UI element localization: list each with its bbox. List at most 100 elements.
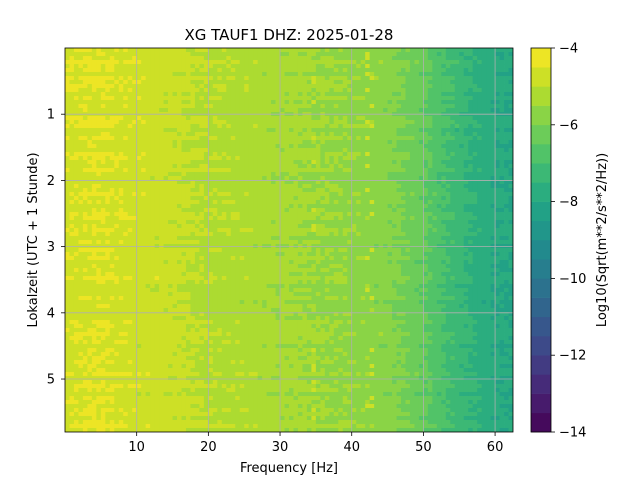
heatmap-cell — [486, 48, 491, 53]
heatmap-cell — [481, 72, 487, 77]
heatmap-cell — [338, 64, 344, 69]
heatmap-cell — [280, 148, 285, 153]
heatmap-cell — [159, 88, 164, 93]
heatmap-cell — [490, 240, 496, 245]
heatmap-cell — [181, 188, 187, 193]
heatmap-cell — [495, 188, 500, 193]
heatmap-cell — [472, 136, 478, 141]
heatmap-cell — [472, 100, 478, 105]
heatmap-cell — [338, 104, 344, 109]
heatmap-cell — [387, 192, 393, 197]
heatmap-cell — [266, 48, 272, 53]
heatmap-cell — [154, 180, 160, 185]
heatmap-cell — [450, 84, 456, 89]
heatmap-cell — [208, 196, 214, 201]
heatmap-cell — [302, 184, 308, 189]
heatmap-cell — [405, 188, 411, 193]
heatmap-cell — [262, 144, 267, 149]
heatmap-cell — [333, 224, 339, 229]
heatmap-cell — [82, 92, 88, 97]
heatmap-cell — [78, 140, 84, 145]
heatmap-cell — [347, 232, 353, 237]
heatmap-cell — [477, 244, 483, 249]
heatmap-cell — [293, 188, 299, 193]
heatmap-cell — [418, 152, 424, 157]
heatmap-cell — [481, 120, 487, 125]
heatmap-cell — [154, 148, 160, 153]
heatmap-cell — [347, 228, 353, 233]
heatmap-cell — [87, 240, 93, 245]
heatmap-cell — [123, 128, 129, 133]
heatmap-cell — [123, 76, 129, 81]
heatmap-cell — [347, 164, 353, 169]
heatmap-cell — [257, 236, 263, 241]
heatmap-cell — [150, 224, 155, 229]
heatmap-cell — [387, 208, 393, 213]
heatmap-cell — [472, 164, 478, 169]
heatmap-cell — [65, 92, 70, 97]
heatmap-cell — [329, 104, 335, 109]
heatmap-cell — [82, 56, 88, 61]
heatmap-cell — [387, 244, 393, 249]
heatmap-cell — [172, 232, 178, 237]
heatmap-cell — [293, 96, 299, 101]
heatmap-cell — [392, 56, 397, 61]
heatmap-cell — [392, 156, 397, 161]
heatmap-cell — [441, 160, 447, 165]
heatmap-cell — [401, 176, 406, 181]
heatmap-cell — [69, 124, 75, 129]
heatmap-cell — [463, 148, 469, 153]
heatmap-cell — [378, 236, 384, 241]
heatmap-cell — [486, 196, 491, 201]
heatmap-cell — [177, 132, 182, 137]
heatmap-cell — [168, 72, 173, 77]
heatmap-cell — [280, 52, 285, 57]
heatmap-cell — [100, 228, 106, 233]
heatmap-cell — [275, 68, 281, 73]
heatmap-cell — [248, 128, 254, 133]
heatmap-cell — [329, 76, 335, 81]
heatmap-cell — [78, 96, 84, 101]
heatmap-cell — [154, 64, 160, 69]
heatmap-cell — [275, 156, 281, 161]
heatmap-cell — [477, 128, 483, 133]
heatmap-cell — [136, 88, 142, 93]
heatmap-cell — [217, 152, 223, 157]
heatmap-cell — [280, 224, 285, 229]
heatmap-cell — [123, 160, 129, 165]
heatmap-cell — [123, 156, 129, 161]
heatmap-cell — [378, 124, 384, 129]
heatmap-cell — [194, 232, 200, 237]
heatmap-cell — [472, 200, 478, 205]
heatmap-cell — [123, 60, 129, 65]
heatmap-cell — [347, 144, 353, 149]
heatmap-cell — [114, 192, 120, 197]
heatmap-cell — [302, 68, 308, 73]
heatmap-cell — [302, 212, 308, 217]
heatmap-cell — [297, 204, 303, 209]
heatmap-cell — [387, 84, 393, 89]
heatmap-cell — [374, 148, 379, 153]
heatmap-cell — [311, 120, 317, 125]
heatmap-cell — [91, 204, 97, 209]
heatmap-cell — [392, 176, 397, 181]
heatmap-cell — [311, 184, 317, 189]
heatmap-cell — [127, 172, 133, 177]
heatmap-cell — [100, 224, 106, 229]
heatmap-cell — [445, 72, 451, 77]
heatmap-cell — [136, 224, 142, 229]
heatmap-cell — [159, 84, 164, 89]
heatmap-cell — [100, 160, 106, 165]
heatmap-cell — [154, 224, 160, 229]
heatmap-cell — [351, 52, 357, 57]
heatmap-cell — [504, 96, 509, 101]
heatmap-cell — [271, 228, 276, 233]
heatmap-cell — [136, 220, 142, 225]
heatmap-cell — [369, 196, 375, 201]
heatmap-cell — [109, 188, 115, 193]
heatmap-cell — [248, 108, 254, 113]
heatmap-cell — [235, 92, 241, 97]
heatmap-cell — [154, 220, 160, 225]
heatmap-cell — [311, 68, 317, 73]
heatmap-cell — [141, 148, 147, 153]
